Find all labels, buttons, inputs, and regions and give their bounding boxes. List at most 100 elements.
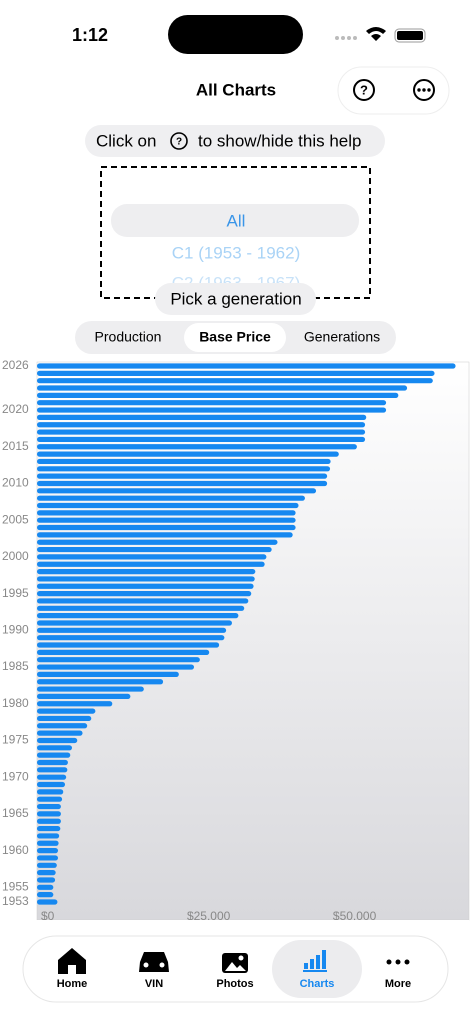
bar: [37, 546, 272, 553]
y-tick-label: 2005: [2, 512, 29, 526]
car-icon: [139, 952, 169, 972]
battery-level: [397, 31, 423, 40]
bar: [37, 840, 59, 846]
bar: [37, 480, 328, 487]
segment[interactable]: Base Price: [199, 329, 271, 345]
help-icon-glyph: ?: [176, 137, 182, 148]
bar: [37, 752, 71, 758]
bar: [37, 899, 58, 905]
dynamic-island: [168, 15, 303, 54]
help-icon: [170, 132, 188, 150]
segment[interactable]: Generations: [304, 329, 380, 345]
bar: [37, 796, 63, 802]
bar: [37, 422, 366, 428]
y-tick-label: 1960: [2, 843, 29, 857]
y-tick-label: 1970: [2, 769, 29, 783]
bar: [37, 825, 61, 832]
bar: [37, 532, 293, 538]
help-pill: [85, 125, 385, 157]
y-tick-label: 1980: [2, 696, 29, 710]
bar: [37, 789, 64, 795]
bar: [37, 510, 296, 516]
tab-label[interactable]: Photos: [216, 978, 253, 990]
bar: [37, 664, 195, 670]
bar: [37, 466, 331, 472]
picker-option[interactable]: C1 (1953 - 1962): [172, 243, 301, 262]
y-tick-label: 2015: [2, 439, 29, 453]
bar: [37, 458, 331, 465]
x-tick-label: $25,000: [187, 909, 231, 923]
bar: [37, 524, 296, 531]
y-tick-label: 2010: [2, 476, 29, 490]
bar: [37, 686, 144, 692]
battery: [394, 28, 426, 43]
bar: [37, 385, 408, 391]
bar: [37, 488, 317, 494]
tab-label[interactable]: VIN: [145, 978, 163, 990]
tab-label[interactable]: Charts: [300, 978, 335, 990]
bar: [37, 554, 267, 560]
bar: [37, 605, 245, 611]
bar: [37, 701, 113, 707]
chart-footer: [0, 920, 469, 926]
bar: [37, 414, 367, 420]
bar: [37, 378, 433, 384]
charts-icon: [303, 950, 327, 972]
bar: [37, 818, 61, 824]
bar: [37, 598, 249, 604]
y-tick-label: 2020: [2, 402, 29, 416]
toolbar: [337, 66, 450, 115]
bar: [37, 833, 60, 839]
bar: [37, 627, 227, 633]
y-tick-label: 1953: [2, 894, 29, 908]
help-text: Click on: [96, 131, 156, 150]
more-dots: [417, 88, 431, 92]
segment-selected: [184, 323, 286, 352]
x-tick-label: $0: [41, 909, 55, 923]
more-button[interactable]: [413, 79, 435, 101]
signal: [335, 36, 357, 40]
bar: [37, 400, 387, 406]
bar: [37, 774, 67, 780]
bar: [37, 576, 255, 582]
bar: [37, 429, 366, 435]
bar: [37, 436, 366, 443]
y-tick-label: 1985: [2, 659, 29, 673]
bar: [37, 781, 66, 788]
home-icon: [58, 948, 86, 974]
picker-selection: [111, 204, 359, 237]
y-tick-label: 1995: [2, 586, 29, 600]
bar: [37, 517, 296, 523]
bar: [37, 657, 200, 663]
bar: [37, 693, 131, 700]
bar: [37, 745, 73, 751]
tab-label[interactable]: More: [385, 978, 411, 990]
bar: [37, 370, 435, 376]
bar: [37, 539, 278, 545]
help-text: to show/hide this help: [198, 131, 362, 150]
bar: [37, 715, 92, 722]
bar: [37, 671, 179, 677]
bar: [37, 568, 256, 575]
bar: [37, 363, 456, 369]
bar: [37, 451, 339, 457]
picker[interactable]: All C1 (1953 - 1962) C2 (1963 - 1967): [111, 204, 359, 292]
help-glyph: ?: [360, 82, 368, 97]
bar: [37, 855, 59, 861]
segment[interactable]: Production: [95, 329, 162, 345]
x-tick-label: $50,000: [333, 909, 377, 923]
bar: [37, 723, 88, 729]
bar: [37, 495, 305, 501]
bar: [37, 884, 54, 890]
title: All Charts: [196, 80, 276, 99]
bar: [37, 803, 61, 810]
help-button[interactable]: [353, 79, 375, 101]
tab-label[interactable]: Home: [57, 978, 88, 990]
bar: [37, 613, 239, 619]
bar: [37, 730, 83, 736]
bar: [37, 502, 299, 509]
picker-caption: Pick a generation: [170, 289, 301, 308]
picker-option[interactable]: All: [227, 211, 246, 230]
bar: [37, 848, 59, 854]
